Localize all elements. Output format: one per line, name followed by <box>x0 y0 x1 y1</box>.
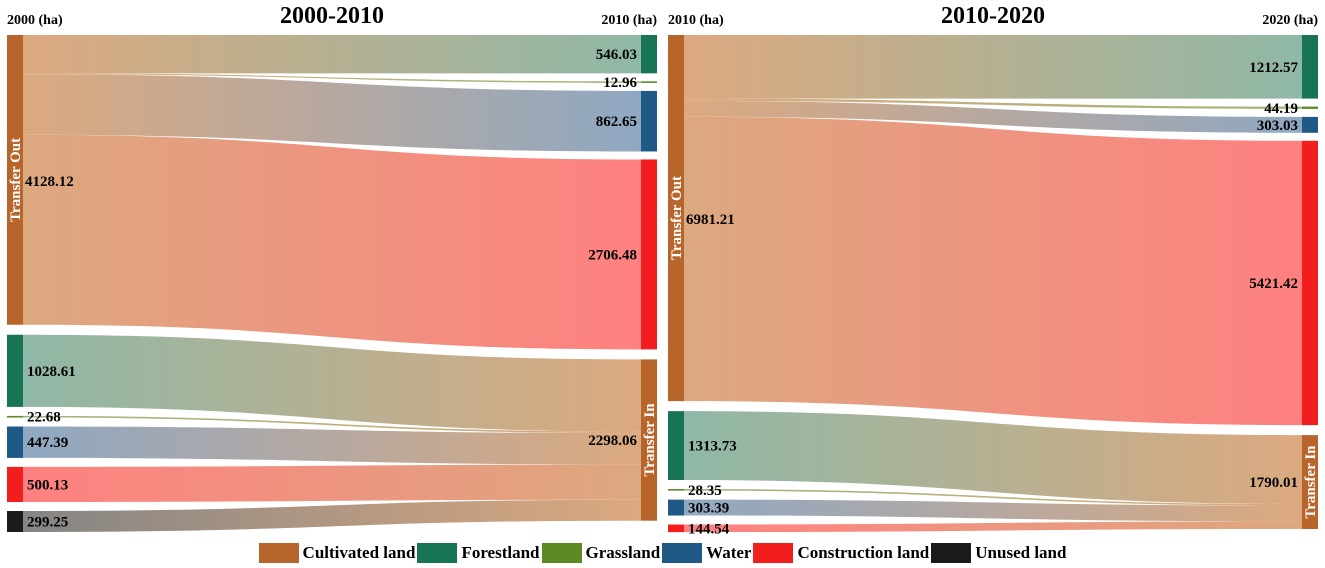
node-target-water <box>1302 116 1318 133</box>
flow-in-water <box>23 426 641 465</box>
value-label-grass: 28.35 <box>688 483 722 499</box>
node-target-construction <box>641 159 657 350</box>
flow-out-water <box>684 100 1302 133</box>
value-label-construction: 2706.48 <box>588 247 637 263</box>
value-label-forest: 546.03 <box>596 47 637 63</box>
node-source-forest <box>7 334 23 407</box>
value-label-construction: 500.13 <box>27 477 68 493</box>
node-target-construction <box>1302 140 1318 426</box>
value-label-forest: 1028.61 <box>27 364 76 380</box>
legend-swatch-water <box>662 543 703 563</box>
value-label-grass: 22.68 <box>27 410 61 426</box>
right-axis-label: 2010 (ha) <box>601 13 657 28</box>
legend-swatch-construction <box>753 543 794 563</box>
node-source-unused <box>7 511 23 533</box>
transfer-in-label: Transfer In <box>642 403 658 477</box>
flow-in-grass <box>23 415 641 434</box>
node-source-water <box>7 426 23 458</box>
legend-swatch-grass <box>541 543 582 563</box>
value-label-water: 862.65 <box>596 114 637 130</box>
legend-item-grass: Grassland <box>541 543 661 563</box>
value-label-water: 303.39 <box>688 501 729 517</box>
left-axis-label: 2000 (ha) <box>7 13 63 28</box>
panel-title: 2010-2020 <box>941 3 1045 29</box>
value-label-water: 447.39 <box>27 435 68 451</box>
transfer-in-total: 2298.06 <box>588 433 637 449</box>
panel-title: 2000-2010 <box>280 3 384 29</box>
node-transfer-in-cultivated <box>641 359 657 521</box>
node-transfer-out-cultivated <box>668 35 684 402</box>
flow-in-grass <box>684 489 1302 506</box>
value-label-forest: 1212.57 <box>1249 60 1298 76</box>
transfer-out-label: Transfer Out <box>8 138 24 222</box>
legend-label-water: Water <box>706 543 752 562</box>
node-transfer-out-cultivated <box>7 35 23 325</box>
legend-item-water: Water <box>662 543 751 563</box>
legend-label-cultivated: Cultivated land <box>302 543 416 562</box>
legend-label-forest: Forestland <box>461 543 540 562</box>
node-source-construction <box>668 524 684 533</box>
legend-swatch-unused <box>931 543 972 563</box>
node-source-grass <box>7 415 23 418</box>
legend-item-unused: Unused land <box>931 543 1066 563</box>
legend-label-construction: Construction land <box>797 543 930 562</box>
legend-item-forest: Forestland <box>417 543 540 563</box>
flow-out-construction <box>23 134 641 350</box>
node-target-water <box>641 90 657 152</box>
node-target-grass <box>1302 106 1318 109</box>
flow-in-construction <box>684 521 1302 533</box>
value-label-construction: 5421.42 <box>1249 276 1298 292</box>
transfer-in-total: 1790.01 <box>1249 475 1298 491</box>
legend-swatch-forest <box>417 543 458 563</box>
flow-in-unused <box>23 499 641 533</box>
transfer-in-label: Transfer In <box>1303 445 1319 519</box>
transfer-out-total: 4128.12 <box>25 174 74 190</box>
node-transfer-in-cultivated <box>1302 435 1318 529</box>
value-label-grass: 44.19 <box>1264 101 1298 117</box>
sankey-figure: 2000-2010 2000 (ha) 2010 (ha) Transfer Out T… <box>7 3 1319 537</box>
value-label-unused: 299.25 <box>27 515 68 531</box>
node-target-forest <box>641 35 657 74</box>
value-label-water: 303.03 <box>1257 118 1298 134</box>
flow-out-grass <box>23 73 641 83</box>
flow-in-forest <box>684 411 1302 505</box>
legend-label-unused: Unused land <box>975 543 1067 562</box>
legend-item-cultivated: Cultivated land <box>258 543 416 563</box>
node-source-water <box>668 499 684 516</box>
value-label-forest: 1313.73 <box>688 439 737 455</box>
flow-in-water <box>684 499 1302 522</box>
node-source-construction <box>7 466 23 503</box>
transfer-out-total: 6981.21 <box>686 212 735 228</box>
sankey-panel-2010-2020: 2010-2020 2010 (ha) 2020 (ha) Transfer Out T… <box>668 3 1319 537</box>
flow-in-construction <box>23 464 641 503</box>
flow-out-construction <box>684 116 1302 426</box>
flow-out-water <box>23 74 641 152</box>
node-source-forest <box>668 411 684 481</box>
flow-out-forest <box>23 35 641 74</box>
flow-in-forest <box>23 334 641 432</box>
node-source-grass <box>668 489 684 491</box>
node-target-forest <box>1302 35 1318 99</box>
sankey-panel-2000-2010: 2000-2010 2000 (ha) 2010 (ha) Transfer Out T… <box>7 3 658 533</box>
flow-out-grass <box>684 98 1302 109</box>
right-axis-label: 2020 (ha) <box>1262 13 1318 28</box>
transfer-out-label: Transfer Out <box>669 176 685 260</box>
value-label-grass: 12.96 <box>603 75 637 91</box>
legend-label-grass: Grassland <box>585 543 661 562</box>
chart-legend: Cultivated land Forestland Grassland Water C… <box>0 540 1325 566</box>
legend-item-construction: Construction land <box>753 543 929 563</box>
node-target-grass <box>641 81 657 83</box>
value-label-construction: 144.54 <box>688 521 730 537</box>
legend-swatch-cultivated <box>258 543 299 563</box>
flow-out-forest <box>684 35 1302 99</box>
left-axis-label: 2010 (ha) <box>668 13 724 28</box>
